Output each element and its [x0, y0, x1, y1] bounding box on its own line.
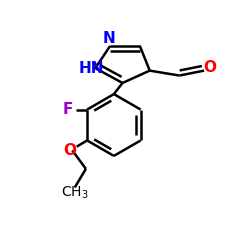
Text: F: F	[63, 102, 73, 117]
Text: N: N	[102, 32, 115, 46]
Text: HN: HN	[78, 61, 104, 76]
Text: CH$_3$: CH$_3$	[61, 185, 88, 201]
Text: O: O	[63, 143, 76, 158]
Text: O: O	[203, 60, 216, 75]
